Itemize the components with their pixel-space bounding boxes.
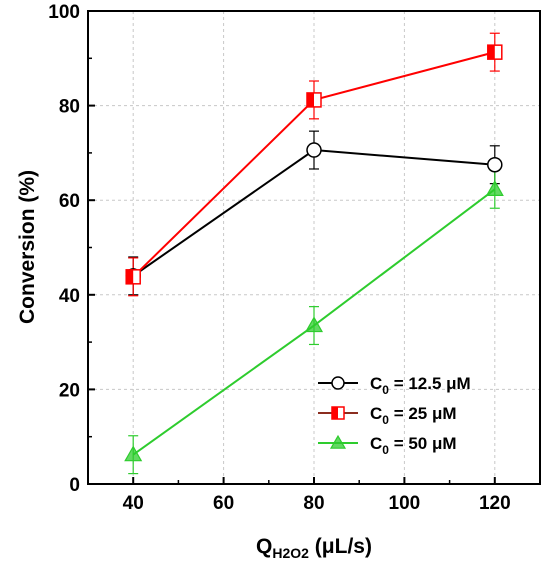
- legend-marker-fill: [332, 407, 338, 419]
- x-tick-label: 80: [303, 493, 324, 514]
- legend-label-main: C: [370, 434, 382, 453]
- data-point: [485, 180, 504, 196]
- y-tick-label: 40: [59, 286, 80, 307]
- legend-label-rest: = 50 μM: [389, 434, 457, 453]
- x-tick-label: 40: [123, 493, 144, 514]
- ticks: [87, 10, 541, 485]
- legend-label: C0 = 50 μM: [370, 434, 457, 457]
- data-point: [124, 445, 143, 462]
- data-point: [304, 316, 324, 333]
- legend-marker: [331, 376, 345, 390]
- legend-label-rest: = 12.5 μM: [389, 374, 471, 393]
- x-tick-label: 100: [389, 493, 421, 514]
- markers: [124, 44, 504, 462]
- x-axis-title: QH2O2 (μL/s): [256, 535, 372, 561]
- data-point: [487, 44, 503, 60]
- legend-label-rest: = 25 μM: [389, 404, 457, 423]
- y-tick-label: 20: [59, 380, 80, 401]
- y-tick-label: 80: [59, 97, 80, 118]
- data-point: [306, 142, 322, 158]
- legend-label-sub: 0: [382, 413, 389, 427]
- legend-label: C0 = 12.5 μM: [370, 374, 471, 397]
- x-tick-label: 60: [213, 493, 234, 514]
- data-point-fill: [307, 92, 314, 107]
- y-tick-label: 0: [69, 475, 80, 496]
- y-tick-label: 100: [48, 2, 80, 23]
- data-point: [306, 92, 322, 108]
- tick-labels: 40 60 80 100 120 0 20 40 60 80 100: [48, 2, 510, 514]
- y-axis-title: Conversion (%): [16, 170, 39, 324]
- legend-label-sub: 0: [382, 443, 389, 457]
- y-tick-label: 60: [59, 191, 80, 212]
- legend-marker: [331, 406, 345, 420]
- legend-label-main: C: [370, 404, 382, 423]
- legend-label-sub: 0: [382, 383, 389, 397]
- legend-label: C0 = 25 μM: [370, 404, 457, 427]
- data-point-fill: [487, 45, 495, 60]
- data-point: [487, 156, 503, 173]
- legend-label-main: C: [370, 374, 382, 393]
- data-point: [125, 269, 141, 285]
- x-tick-label: 120: [479, 493, 511, 514]
- legend-marker: [329, 434, 347, 449]
- data-point-fill: [126, 269, 134, 284]
